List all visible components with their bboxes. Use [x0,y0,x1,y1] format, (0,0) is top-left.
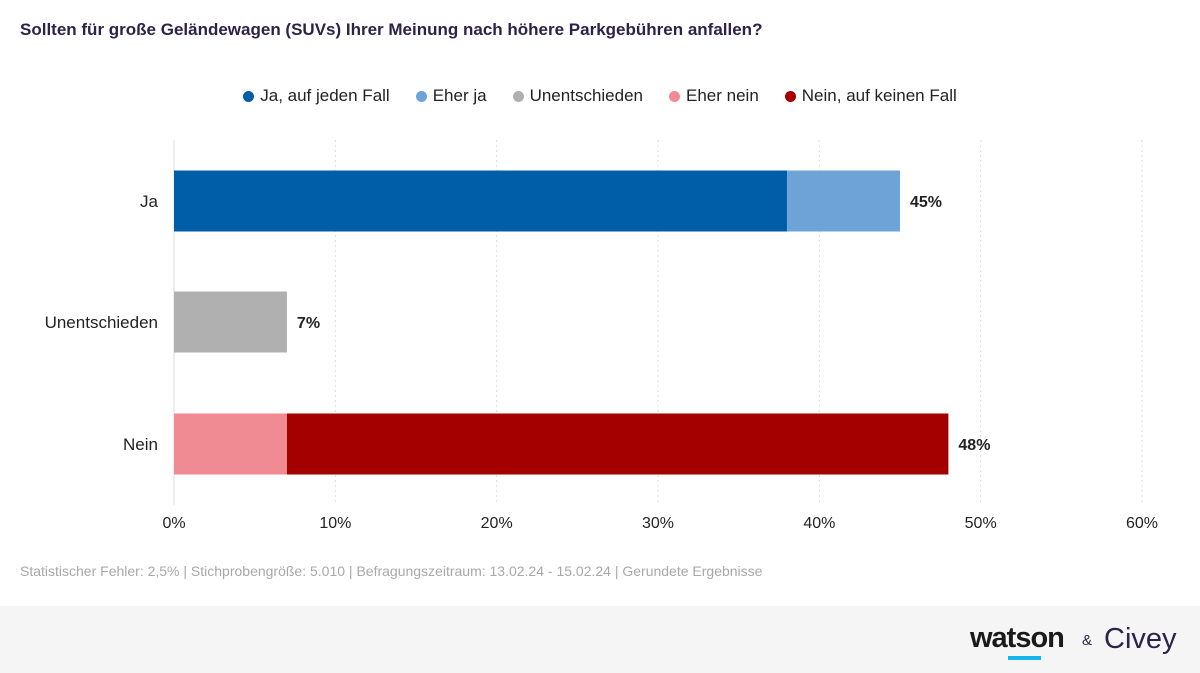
legend-label: Eher ja [432,86,487,105]
legend-item-eher-ja: Eher ja [415,86,487,106]
watson-logo: watson [970,622,1065,654]
legend-marker [415,90,427,102]
bar-segment [286,413,949,475]
category-label: Ja [140,192,159,211]
legend-item-nein-auf-keinen-fall: Nein, auf keinen Fall [784,86,957,106]
footer: watson & Civey [0,606,1200,673]
legend-marker [512,90,524,102]
legend-label: Ja, auf jeden Fall [260,86,390,105]
category-label: Unentschieden [45,313,158,332]
x-tick-label: 0% [162,515,185,532]
watson-logo-underline [1008,656,1041,660]
bar-segment [174,413,287,475]
bar-segment [174,170,788,232]
civey-logo: Civey [1104,623,1177,655]
data-label: 7% [297,315,320,332]
legend-label: Unentschieden [529,86,643,105]
bar-segment [174,291,287,353]
x-tick-label: 20% [481,515,513,532]
data-label: 45% [910,194,942,211]
category-label: Nein [123,435,158,454]
bar-segment [787,170,900,232]
x-tick-label: 50% [965,515,997,532]
chart-title: Sollten für große Geländewagen (SUVs) Ih… [20,20,763,39]
legend-item-ja-auf-jeden-fall: Ja, auf jeden Fall [243,86,390,106]
x-tick-label: 10% [319,515,351,532]
footnote: Statistischer Fehler: 2,5% | Stichproben… [20,563,763,579]
legend-item-unentschieden: Unentschieden [512,86,643,106]
legend: Ja, auf jeden Fall Eher ja Unentschieden… [0,86,1200,106]
legend-marker [784,90,796,102]
ampersand: & [1082,632,1093,649]
legend-label: Nein, auf keinen Fall [801,86,957,105]
legend-label: Eher nein [686,86,759,105]
bar-chart: 0% 10% 20% 30% 40% 50% 60% Ja 45% Unentschieden 7%… [45,140,1158,532]
x-tick-label: 60% [1126,515,1158,532]
legend-marker [669,90,680,102]
legend-item-eher-nein: Eher nein [669,86,759,106]
x-tick-label: 40% [803,515,835,532]
legend-marker [243,90,255,102]
data-label: 48% [958,437,990,454]
x-tick-label: 30% [642,515,674,532]
